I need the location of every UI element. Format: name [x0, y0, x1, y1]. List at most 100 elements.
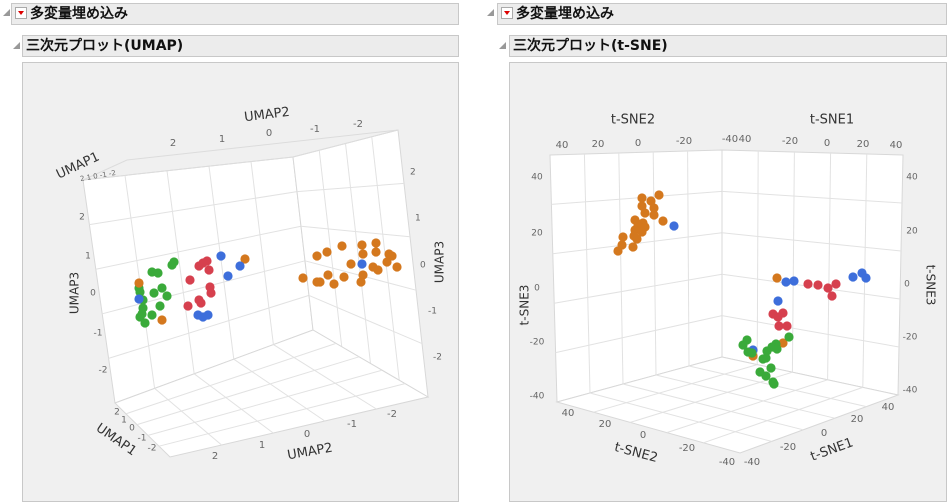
data-point — [240, 254, 250, 264]
data-point — [766, 363, 776, 373]
data-point — [162, 291, 172, 301]
y-tick-label-bottom: -2 — [387, 409, 397, 420]
data-point — [803, 279, 813, 289]
x-tick-label-bottom: 0 — [129, 424, 135, 434]
z-tick-label-left: 1 — [85, 252, 91, 262]
data-point — [789, 276, 799, 286]
plot-title: 三次元プロット(t-SNE) — [513, 38, 668, 54]
data-point — [223, 271, 233, 281]
data-point — [135, 287, 145, 297]
gridline — [158, 383, 406, 447]
data-point — [140, 318, 150, 328]
gridline — [147, 369, 383, 436]
data-point — [357, 259, 367, 269]
gridline — [618, 152, 624, 385]
data-point — [649, 203, 659, 213]
gridline — [555, 315, 723, 354]
data-point — [203, 310, 213, 320]
z-axis-label-right: UMAP3 — [433, 241, 447, 283]
gridline — [721, 232, 902, 252]
z-tick-label-right: -2 — [433, 353, 442, 363]
data-point — [772, 273, 782, 283]
y-tick-label-bottom: -40 — [719, 457, 735, 468]
gridline — [300, 225, 411, 238]
z-tick-label-left: -20 — [530, 338, 545, 348]
data-point — [772, 344, 782, 354]
gridline — [102, 260, 306, 315]
data-point — [358, 249, 368, 259]
gridline — [345, 143, 371, 364]
data-point — [782, 321, 792, 331]
gridline — [666, 379, 828, 434]
gridline — [208, 166, 235, 360]
collapse-triangle-icon[interactable] — [13, 42, 20, 49]
outline-header-right[interactable]: 多変量埋め込み — [497, 3, 947, 25]
data-point — [339, 272, 349, 282]
plot-header-umap[interactable]: 三次元プロット(UMAP) — [22, 35, 459, 57]
data-point — [637, 201, 647, 211]
data-point — [329, 279, 339, 289]
x-tick-label-bottom: 2 — [114, 408, 120, 418]
gridline — [703, 386, 863, 444]
data-point — [628, 242, 638, 252]
red-triangle-menu-icon[interactable] — [15, 7, 27, 19]
x-tick-label-bottom: 1 — [121, 416, 127, 426]
data-point — [235, 261, 245, 271]
x-tick-label-top: 40 — [739, 134, 752, 145]
gridline — [296, 182, 405, 193]
x-tick-label-bottom: -20 — [780, 442, 796, 453]
data-point — [649, 210, 659, 220]
x-axis-label-top: t-SNE1 — [810, 113, 854, 128]
plot-header-tsne[interactable]: 三次元プロット(t-SNE) — [509, 35, 947, 57]
gridline — [593, 364, 758, 413]
collapse-triangle-icon[interactable] — [499, 42, 506, 49]
data-point — [312, 251, 322, 261]
data-point — [153, 268, 163, 278]
z-tick-label-left: 2 — [79, 213, 85, 223]
data-point — [774, 321, 784, 331]
gridline — [756, 150, 759, 365]
z-tick-label-right: 20 — [906, 227, 918, 237]
data-point — [157, 283, 167, 293]
data-point — [357, 240, 367, 250]
y-tick-label-top: -20 — [676, 136, 692, 147]
gridline — [827, 152, 832, 380]
y-tick-label-bottom: 2 — [212, 451, 218, 462]
y-tick-label-bottom: 40 — [562, 408, 575, 419]
gridline — [108, 294, 310, 359]
x-tick-label-bottom: -40 — [744, 457, 760, 468]
y-tick-label-bottom: 0 — [304, 429, 310, 440]
gridline — [583, 153, 591, 394]
y-tick-label-top: 0 — [635, 138, 641, 149]
z-tick-label-left: 0 — [90, 289, 96, 299]
z-tick-label-right: 40 — [906, 173, 918, 183]
gridline — [721, 315, 900, 348]
y-axis-label-bottom: UMAP2 — [286, 441, 334, 464]
floor — [114, 329, 430, 458]
gridline — [89, 191, 298, 226]
gridline — [166, 170, 195, 374]
collapse-triangle-icon[interactable] — [3, 9, 10, 16]
y-tick-label-bottom: -20 — [679, 443, 695, 454]
data-point — [861, 273, 871, 283]
data-point — [183, 301, 193, 311]
red-triangle-menu-icon[interactable] — [501, 7, 513, 19]
x-tick-label-bottom: 20 — [851, 414, 864, 425]
data-point — [778, 338, 788, 348]
y-axis-label-top: UMAP2 — [243, 105, 290, 125]
data-point — [202, 256, 212, 266]
floor — [555, 356, 900, 454]
outline-header-left[interactable]: 多変量埋め込み — [11, 3, 459, 25]
gridline — [273, 344, 377, 410]
data-point — [813, 280, 823, 290]
data-point — [654, 190, 664, 200]
y-axis-label-bottom: t-SNE2 — [613, 440, 660, 466]
gridline — [308, 294, 423, 345]
data-point — [773, 312, 783, 322]
x-tick-label-top: 0 — [824, 138, 830, 149]
data-point — [618, 232, 628, 242]
z-tick-label-right: 1 — [415, 214, 421, 224]
gridline — [250, 161, 274, 345]
collapse-triangle-icon[interactable] — [487, 9, 494, 16]
